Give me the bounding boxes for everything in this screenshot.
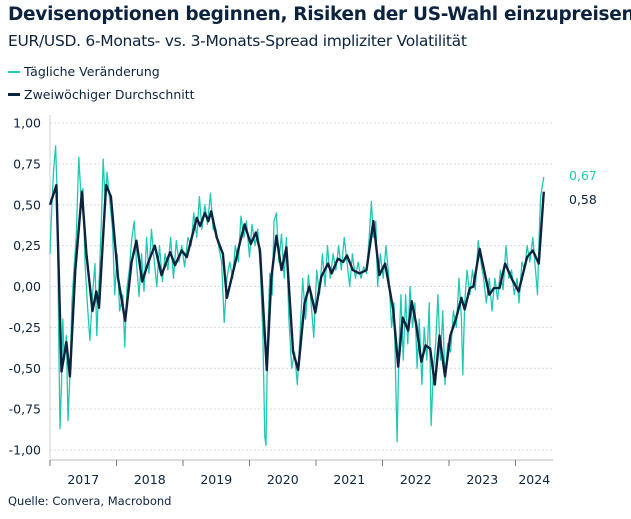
y-tick-label: 1,00 [13, 116, 41, 131]
y-tick-label: -0,50 [9, 361, 41, 376]
end-label-average: 0,58 [569, 192, 597, 207]
average-series-line [48, 183, 545, 386]
x-tick-label: 2021 [333, 472, 365, 487]
chart-title: Devisenoptionen beginnen, Risiken der US… [8, 4, 631, 25]
y-tick-label: -1,00 [9, 443, 41, 458]
x-tick-label: 2018 [134, 472, 166, 487]
legend-item-average: Zweiwöchiger Durchschnitt [8, 87, 195, 102]
y-tick-label: 0,25 [13, 238, 41, 253]
source-note: Quelle: Convera, Macrobond [8, 494, 172, 508]
y-tick-label: 0,50 [13, 197, 41, 212]
y-tick-label: -0,75 [9, 402, 41, 417]
y-tick-label: 0,00 [13, 279, 41, 294]
y-tick-label: 0,75 [13, 156, 41, 171]
legend-swatch-average [8, 93, 20, 96]
x-tick-label: 2019 [200, 472, 232, 487]
legend-swatch-daily [8, 70, 20, 73]
x-tick-label: 2022 [400, 472, 432, 487]
y-tick-label: -0,25 [9, 320, 41, 335]
x-tick-label: 2024 [518, 472, 550, 487]
legend-label-average: Zweiwöchiger Durchschnitt [24, 87, 195, 102]
daily-series-line [49, 145, 545, 446]
x-tick-label: 2023 [466, 472, 498, 487]
chart-subtitle: EUR/USD. 6-Monats- vs. 3-Monats-Spread i… [8, 32, 467, 50]
legend-label-daily: Tägliche Veränderung [24, 64, 160, 79]
legend-item-daily: Tägliche Veränderung [8, 64, 160, 79]
x-tick-label: 2017 [67, 472, 99, 487]
end-label-daily: 0,67 [569, 168, 597, 183]
x-tick-label: 2020 [267, 472, 299, 487]
